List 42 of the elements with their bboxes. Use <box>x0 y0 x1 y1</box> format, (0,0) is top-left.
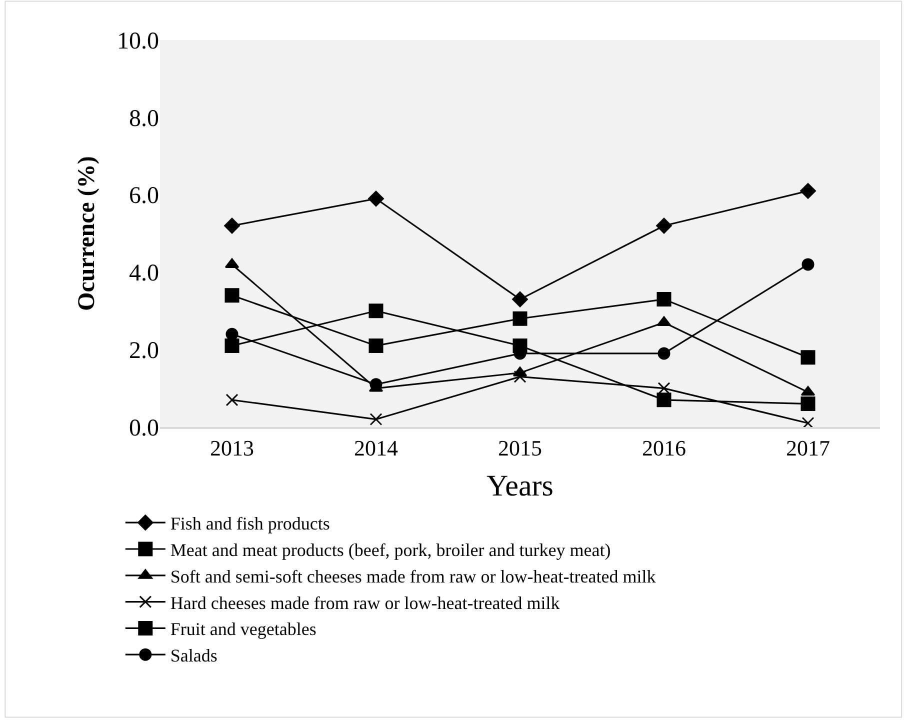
legend-label: Hard cheeses made from raw or low-heat-treated milk <box>170 592 560 613</box>
point <box>800 183 816 199</box>
point <box>370 413 382 426</box>
x-tick-label: 2015 <box>498 435 542 460</box>
y-tick-label: 6.0 <box>129 183 159 210</box>
point <box>800 350 816 365</box>
x-axis-title: Years <box>486 469 554 502</box>
x-tick-label: 2014 <box>354 435 398 460</box>
y-axis-title: Ocurrence (%) <box>74 156 100 311</box>
legend-label: Salads <box>170 646 218 666</box>
point <box>514 370 526 383</box>
x-tick-label: 2016 <box>642 435 686 460</box>
point <box>368 190 384 207</box>
y-tick-label: 8.0 <box>129 106 159 132</box>
y-tick-label: 4.0 <box>129 260 159 287</box>
point <box>656 316 672 326</box>
point <box>802 258 814 271</box>
point <box>226 394 238 406</box>
y-tick-label: 0.0 <box>129 415 159 442</box>
legend-label: Fish and fish products <box>170 514 330 534</box>
point <box>802 416 814 427</box>
point <box>800 396 816 412</box>
point <box>656 218 672 234</box>
x-tick-label: 2013 <box>210 435 254 460</box>
point <box>512 311 528 326</box>
point <box>224 218 240 234</box>
y-tick-label: 10.0 <box>117 28 159 54</box>
point <box>224 338 240 353</box>
point <box>658 347 670 360</box>
point <box>368 338 384 353</box>
point <box>512 291 528 308</box>
point <box>224 288 240 303</box>
point <box>800 386 816 396</box>
y-tick-label: 2.0 <box>129 338 159 364</box>
point <box>656 392 672 408</box>
x-tick-label: 2017 <box>786 435 830 460</box>
legend-label: Soft and semi-soft cheeses made from raw or low-heat-treated milk <box>170 566 656 586</box>
legend-label: Meat and meat products (beef, pork, broiler and turkey meat) <box>170 540 611 560</box>
point <box>656 292 672 307</box>
point <box>512 338 528 353</box>
point <box>368 304 384 318</box>
legend-label: Fruit and vegetables <box>170 619 316 640</box>
